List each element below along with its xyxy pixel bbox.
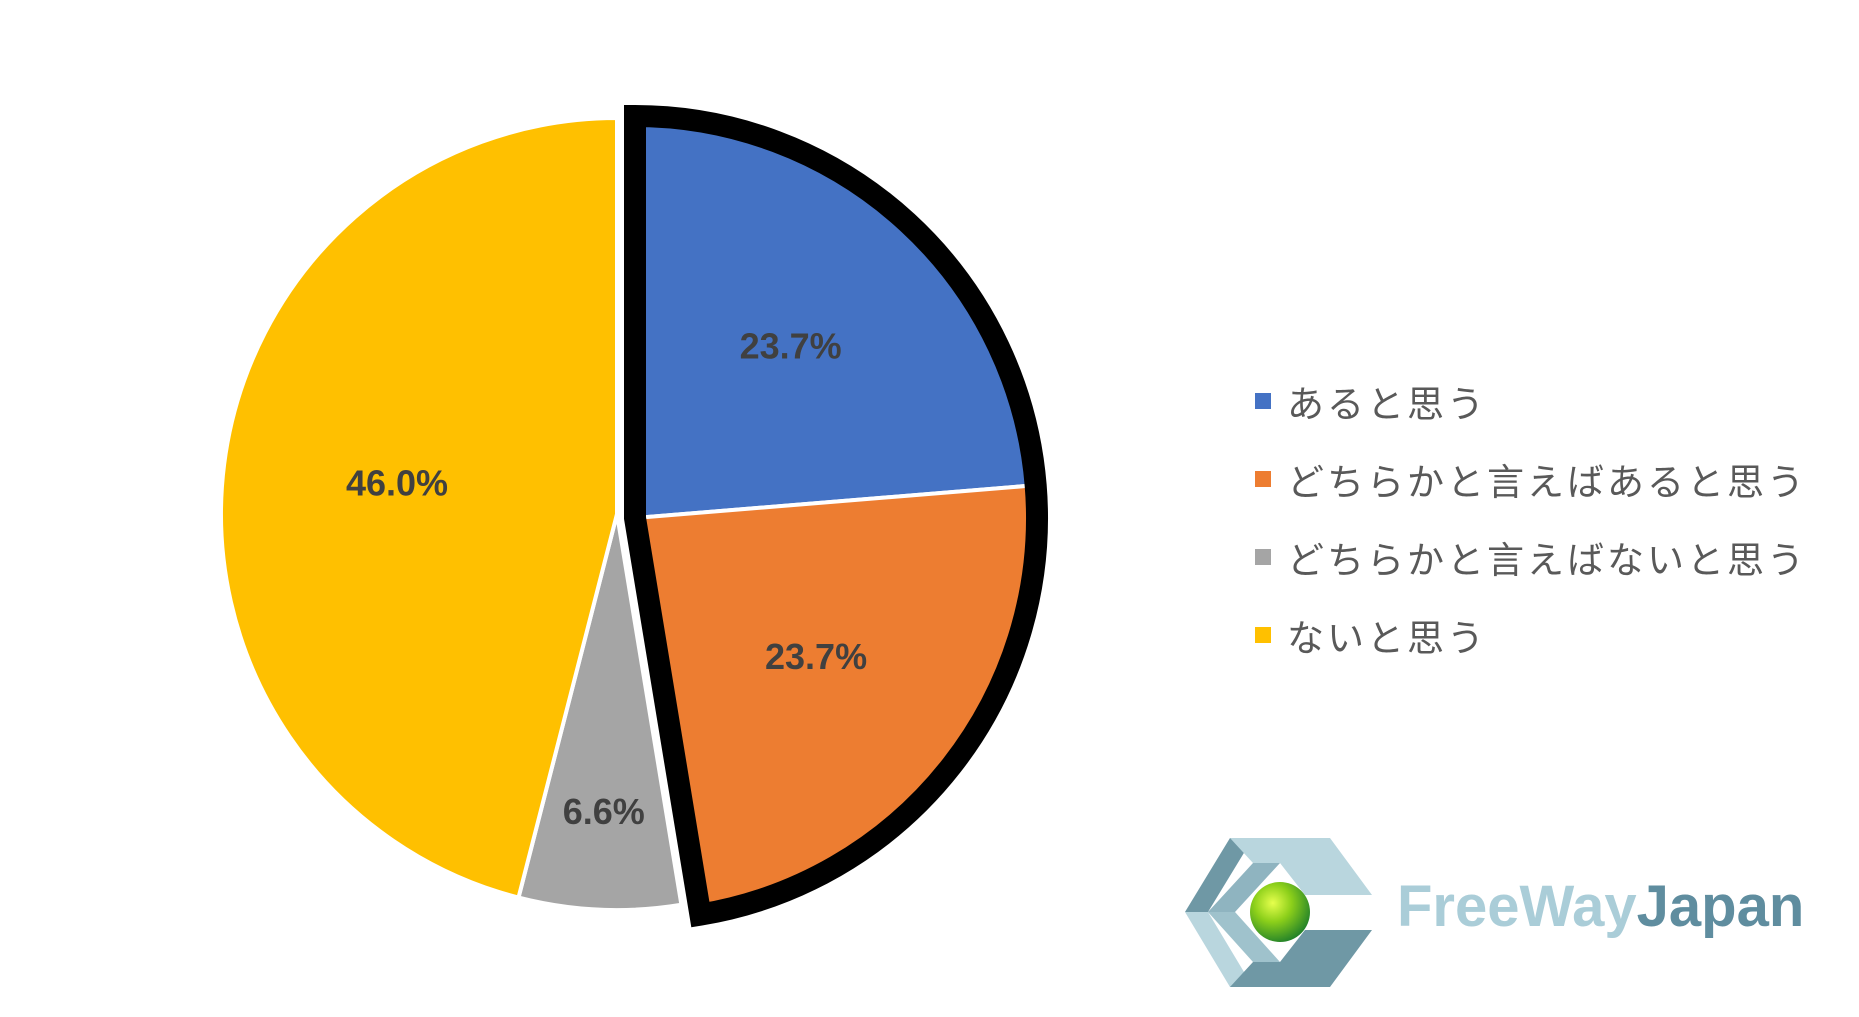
slice-label-2: 6.6% — [563, 791, 645, 832]
highlight-outline — [624, 104, 1048, 928]
freewayjapan-logo: FreeWayJapan — [1185, 835, 1835, 990]
logo-text-japan: Japan — [1636, 874, 1805, 939]
pie-slice-2 — [516, 513, 684, 912]
freewayjapan-logo-text: FreeWayJapan — [1397, 873, 1804, 940]
chart-legend: あると思う どちらかと言えばあると思う どちらかと言えばないと思う ないと思う — [1255, 362, 1855, 674]
legend-item-0: あると思う — [1255, 362, 1855, 440]
pie-slice-0 — [633, 119, 1032, 521]
legend-label-1: どちらかと言えばあると思う — [1287, 461, 1807, 504]
legend-swatch-1 — [1255, 471, 1271, 487]
legend-swatch-0 — [1255, 393, 1271, 409]
legend-item-3: ないと思う — [1255, 596, 1855, 674]
pie-slice-3 — [219, 115, 619, 900]
legend-label-0: あると思う — [1287, 383, 1487, 426]
legend-swatch-3 — [1255, 627, 1271, 643]
slice-label-1: 23.7% — [765, 636, 867, 677]
legend-swatch-2 — [1255, 549, 1271, 565]
highlight-outline-path — [624, 104, 1048, 928]
slice-labels: 23.7% 23.7% 6.6% 46.0% — [346, 326, 867, 833]
slice-label-3: 46.0% — [346, 463, 448, 504]
pie-slices — [219, 115, 1033, 912]
logo-text-freeway: FreeWay — [1397, 874, 1637, 939]
legend-label-3: ないと思う — [1287, 617, 1487, 660]
legend-item-2: どちらかと言えばないと思う — [1255, 518, 1855, 596]
slice-label-0: 23.7% — [740, 326, 842, 367]
legend-label-2: どちらかと言えばないと思う — [1287, 539, 1807, 582]
legend-item-1: どちらかと言えばあると思う — [1255, 440, 1855, 518]
freewayjapan-logo-mark-icon — [1185, 838, 1372, 987]
